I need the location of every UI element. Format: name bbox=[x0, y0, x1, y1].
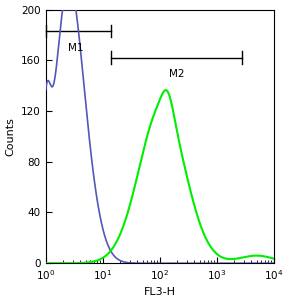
X-axis label: FL3-H: FL3-H bbox=[144, 288, 176, 298]
Text: M1: M1 bbox=[68, 42, 84, 52]
Text: M2: M2 bbox=[169, 69, 184, 79]
Y-axis label: Counts: Counts bbox=[5, 117, 16, 156]
